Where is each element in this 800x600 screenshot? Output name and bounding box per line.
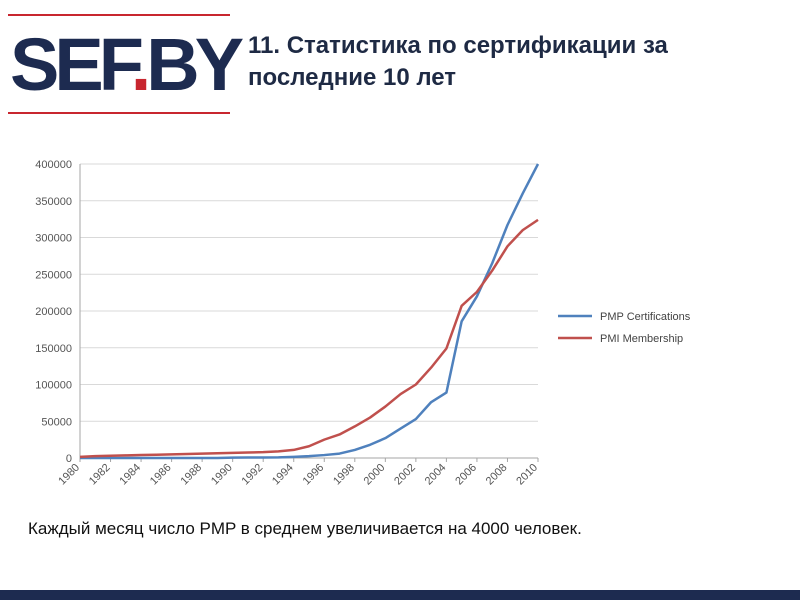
logo-top-line — [8, 14, 230, 16]
y-tick-label: 150000 — [35, 343, 72, 355]
x-tick-label: 1990 — [209, 462, 235, 488]
legend-label-pmp-certifications: PMP Certifications — [600, 311, 691, 323]
x-tick-label: 1984 — [117, 462, 143, 488]
line-chart: 0 50000 100000 150000 200000 250000 300000 3500… — [35, 159, 691, 488]
x-tick-label: 2008 — [484, 462, 510, 488]
x-tick-label: 1986 — [148, 462, 174, 488]
series-line-pmp-certifications — [80, 163, 540, 460]
y-tick-label: 200000 — [35, 306, 72, 318]
x-tick-label: 2006 — [453, 462, 479, 488]
slide-title: 11. Статистика по сертификации за послед… — [248, 32, 668, 91]
logo-dot: . — [130, 23, 151, 106]
x-tick-label: 1980 — [56, 462, 82, 488]
sefby-logo: SEF.BY — [8, 14, 244, 116]
logo-part2: BY — [146, 23, 244, 106]
x-tick-label: 1988 — [178, 462, 204, 488]
logo-part1: SEF — [10, 23, 136, 106]
x-tick-label: 1982 — [87, 462, 113, 488]
x-tick-label: 1992 — [240, 462, 266, 488]
bottom-bar — [0, 590, 800, 600]
legend-label-pmi-membership: PMI Membership — [600, 333, 683, 345]
logo-text: SEF.BY — [10, 22, 244, 108]
x-tick-label: 2010 — [514, 462, 540, 488]
y-tick-label: 250000 — [35, 269, 72, 281]
caption-text: Каждый месяц число PMP в среднем увеличи… — [28, 519, 582, 538]
x-tick-label: 2004 — [423, 462, 449, 488]
y-tick-label: 350000 — [35, 196, 72, 208]
series-line-pmi-membership — [79, 218, 539, 459]
x-tick-label: 2002 — [392, 462, 418, 488]
y-tick-label: 300000 — [35, 233, 72, 245]
y-tick-label: 100000 — [35, 380, 72, 392]
logo-bottom-line — [8, 112, 230, 114]
y-tick-label: 400000 — [35, 159, 72, 171]
y-tick-label: 0 — [66, 453, 72, 465]
x-tick-label: 1996 — [301, 462, 327, 488]
x-tick-label: 2000 — [362, 462, 388, 488]
y-tick-label: 50000 — [41, 416, 72, 428]
x-tick-label: 1998 — [331, 462, 357, 488]
x-tick-label: 1994 — [270, 462, 296, 488]
